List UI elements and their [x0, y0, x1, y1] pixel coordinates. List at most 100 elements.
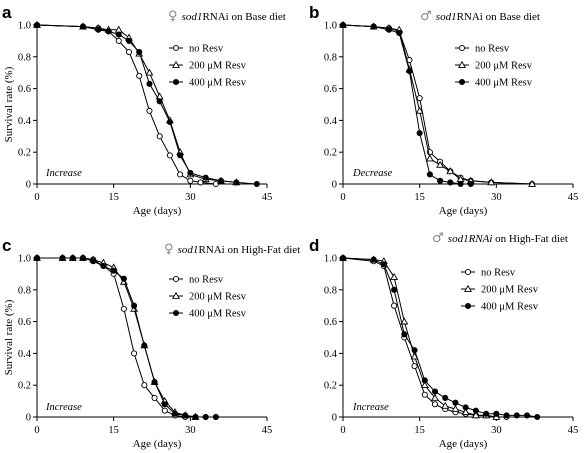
y-tick-label: 0.2: [18, 381, 31, 392]
data-point: [385, 26, 393, 33]
y-tick-label: 0: [26, 180, 31, 191]
y-tick-label: 0.8: [324, 285, 337, 296]
legend-marker: [172, 291, 180, 299]
panel-title: ♀ sod1RNAi on Base diet: [168, 9, 286, 24]
data-point: [370, 23, 377, 30]
data-point: [110, 267, 117, 274]
x-tick-label: 15: [108, 425, 119, 436]
data-point: [151, 378, 158, 386]
data-point: [446, 167, 455, 175]
x-tick-label: 45: [262, 192, 273, 203]
data-point: [391, 286, 398, 293]
female-symbol: ♀: [164, 242, 178, 257]
legend-item: 200 μM Resv: [455, 61, 533, 72]
x-tick-label: 15: [108, 192, 119, 203]
data-point: [171, 410, 179, 417]
title-rest: RNAi on Base diet: [457, 11, 540, 23]
series-400-m-resv: [339, 21, 474, 188]
data-point: [192, 413, 199, 421]
legend-label: no Resv: [189, 275, 224, 286]
legend-marker: [464, 284, 472, 292]
data-point: [177, 171, 184, 178]
data-point: [146, 80, 153, 87]
data-point: [461, 408, 470, 416]
title-gene: sod1RNAi: [448, 233, 493, 245]
panel-c: 0 15 30 45 0 0.2 0.4 0.6 0.8 1.0 Age (days) Surviva…: [2, 236, 300, 450]
data-point: [141, 382, 148, 389]
legend-label: 200 μM Resv: [475, 61, 533, 72]
legend-label: 400 μM Resv: [189, 309, 247, 320]
legend-marker: [458, 78, 466, 86]
series-line: [342, 257, 538, 418]
data-point: [421, 391, 428, 398]
data-point: [120, 305, 127, 312]
y-tick-label: 0.2: [18, 148, 31, 159]
data-point: [202, 174, 209, 181]
data-point: [390, 272, 399, 280]
x-tick-label: 45: [568, 192, 579, 203]
data-point: [156, 133, 163, 140]
data-point: [166, 118, 173, 126]
y-axis-label: Survival rate (%): [3, 299, 15, 375]
annotation: Increase: [352, 402, 389, 413]
data-point: [233, 179, 240, 186]
x-tick-label: 0: [340, 425, 345, 436]
data-point: [425, 154, 434, 162]
data-point: [513, 412, 520, 419]
data-point: [212, 180, 219, 188]
y-tick-label: 0.8: [18, 285, 31, 296]
series-no-resv: [339, 254, 510, 421]
data-point: [79, 254, 87, 262]
data-point: [380, 261, 387, 268]
data-point: [136, 72, 143, 79]
data-point: [370, 256, 377, 263]
data-point: [197, 179, 204, 186]
legend-label: no Resv: [189, 44, 224, 55]
legend-label: 200 μM Resv: [481, 285, 539, 296]
legend-item: 200 μM Resv: [169, 61, 247, 72]
data-point: [401, 331, 408, 338]
y-tick-label: 1.0: [324, 21, 337, 32]
data-point: [467, 180, 474, 188]
x-tick-label: 0: [34, 192, 39, 203]
data-point: [523, 412, 531, 419]
annotation: Increase: [45, 168, 82, 179]
data-point: [177, 152, 184, 159]
series-400-m-resv: [339, 254, 541, 421]
data-point: [421, 377, 428, 384]
legend-marker: [172, 78, 180, 86]
x-tick-label: 30: [491, 192, 502, 203]
title-rest: RNAi on High-Fat diet: [198, 244, 300, 256]
data-point: [431, 388, 439, 395]
data-point: [471, 411, 480, 419]
data-point: [115, 31, 122, 38]
title-gene: sod1: [436, 11, 457, 23]
title-gene: sod1: [182, 11, 203, 23]
data-point: [400, 317, 409, 325]
legend-item: no Resv: [461, 268, 516, 279]
legend-item: 400 μM Resv: [461, 302, 539, 313]
legend-item: 400 μM Resv: [455, 78, 533, 89]
y-tick-label: 1.0: [18, 254, 31, 265]
x-tick-label: 45: [568, 425, 579, 436]
data-point: [472, 407, 479, 414]
legend-marker: [172, 60, 180, 68]
legend-item: 400 μM Resv: [169, 309, 247, 320]
x-tick-label: 30: [185, 425, 196, 436]
data-point: [534, 413, 541, 421]
data-point: [136, 48, 143, 56]
y-tick-label: 0.4: [18, 349, 32, 360]
data-point: [457, 180, 464, 188]
data-point: [125, 37, 133, 44]
data-point: [187, 169, 194, 176]
data-point: [145, 68, 154, 76]
legend-label: 400 μM Resv: [475, 78, 533, 89]
panel-letter: a: [2, 3, 12, 22]
data-point: [339, 254, 347, 262]
legend-label: 200 μM Resv: [189, 292, 247, 303]
x-tick-label: 0: [340, 192, 345, 203]
data-point: [166, 152, 173, 159]
data-point: [452, 399, 459, 406]
y-tick-label: 0.4: [324, 349, 338, 360]
